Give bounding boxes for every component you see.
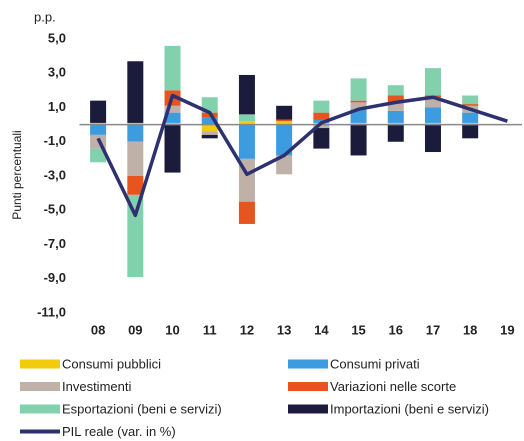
bar-segment — [313, 124, 330, 129]
legend-label: Esportazioni (beni e servizi) — [62, 401, 222, 416]
chart-title: p.p. — [34, 9, 56, 24]
y-tick-label: 5,0 — [48, 30, 66, 45]
bar-segment — [350, 78, 367, 101]
bar-segment — [424, 124, 441, 153]
bar-segment — [424, 68, 441, 96]
bar-segment — [201, 97, 218, 113]
y-axis-label: Punti percentuali — [10, 130, 24, 219]
bar-segment — [201, 124, 218, 132]
legend-label: PIL reale (var. in %) — [62, 424, 176, 439]
bar-segment — [462, 95, 479, 105]
bar-segment — [350, 124, 367, 156]
bar-segment — [350, 102, 367, 110]
bar-segment — [313, 128, 330, 149]
bar-segment — [90, 100, 107, 123]
bar-segment — [276, 155, 293, 175]
bar-segment — [127, 194, 144, 278]
bar-segment — [127, 122, 144, 125]
x-tick-label: 19 — [500, 322, 514, 337]
x-tick-label: 18 — [463, 322, 477, 337]
bar-segment — [164, 105, 181, 113]
legend-label: Variazioni nelle scorte — [330, 379, 456, 394]
bar-segment — [313, 100, 330, 113]
y-tick-label: 1,0 — [48, 99, 66, 114]
bar-segment — [387, 85, 404, 96]
bar-segment — [90, 148, 107, 163]
bar-segment — [350, 122, 367, 125]
x-tick-label: 08 — [91, 322, 105, 337]
x-tick-label: 13 — [277, 322, 291, 337]
legend-swatch — [288, 382, 328, 391]
y-tick-label: 3,0 — [48, 65, 66, 80]
bar-segment — [424, 97, 441, 108]
bar-segment — [127, 176, 144, 195]
legend-label: Importazioni (beni e servizi) — [330, 401, 489, 416]
bar-segment — [276, 121, 293, 125]
legend-label: Consumi pubblici — [62, 356, 161, 371]
bar-segment — [387, 122, 404, 125]
bar-segment — [276, 119, 293, 122]
bar-segment — [276, 105, 293, 120]
y-tick-label: -11,0 — [37, 304, 66, 319]
y-tick-label: -1,0 — [44, 133, 66, 148]
bar-segment — [276, 124, 293, 156]
bar-segment — [238, 114, 255, 122]
y-tick-label: -7,0 — [44, 236, 66, 251]
legend-swatch — [20, 404, 60, 414]
x-tick-label: 10 — [165, 322, 179, 337]
x-tick-label: 09 — [128, 322, 142, 337]
x-tick-label: 11 — [203, 322, 217, 337]
bar-segment — [387, 124, 404, 142]
y-tick-label: -5,0 — [44, 202, 66, 217]
x-tick-label: 17 — [426, 322, 440, 337]
bar-segment — [201, 117, 218, 125]
bar-segment — [164, 112, 181, 123]
bar-segment — [164, 124, 181, 173]
bar-segment — [164, 122, 181, 125]
bar-segment — [424, 122, 441, 125]
bar-segment — [238, 124, 255, 159]
legend-swatch — [20, 382, 60, 391]
bar-segment — [424, 107, 441, 123]
bar-segment — [127, 124, 144, 142]
x-tick-label: 15 — [351, 322, 365, 337]
y-tick-label: -3,0 — [44, 167, 66, 182]
y-tick-label: -9,0 — [44, 270, 66, 285]
legend-label: Investimenti — [62, 379, 131, 394]
bar-segment — [164, 45, 181, 91]
bar-segment — [201, 131, 218, 135]
bar-segment — [387, 102, 404, 111]
x-tick-label: 16 — [389, 322, 403, 337]
bar-segment — [238, 201, 255, 224]
x-tick-label: 12 — [240, 322, 254, 337]
x-tick-label: 14 — [314, 322, 329, 337]
legend-swatch — [20, 359, 60, 369]
bar-segment — [313, 112, 330, 120]
bar-segment — [462, 124, 479, 139]
legend-swatch — [288, 359, 328, 369]
bar-segment — [127, 61, 144, 123]
bar-segment — [350, 100, 367, 103]
line-series — [96, 93, 508, 218]
bar-segment — [90, 122, 107, 125]
bar-segment — [350, 109, 367, 123]
bar-segment — [238, 121, 255, 125]
legend-label: Consumi privati — [330, 356, 420, 371]
bar-segment — [201, 134, 218, 139]
bar-segment — [127, 141, 144, 176]
bar-segment — [387, 110, 404, 123]
bar-segment — [462, 122, 479, 125]
bar-segment — [462, 104, 479, 106]
bar-segment — [462, 112, 479, 123]
bar-segment — [387, 95, 404, 103]
legend-swatch — [288, 404, 328, 414]
bar-segment — [90, 124, 107, 135]
bar-segment — [238, 74, 255, 115]
